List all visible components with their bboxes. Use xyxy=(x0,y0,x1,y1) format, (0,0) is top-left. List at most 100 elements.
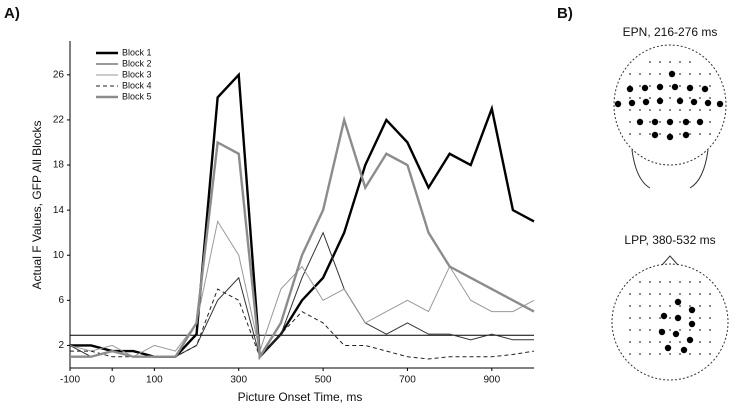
electrode xyxy=(639,133,641,135)
neck xyxy=(631,149,709,189)
electrode xyxy=(688,306,696,314)
electrode xyxy=(659,121,661,123)
y-tick-label: 2 xyxy=(58,340,64,351)
electrode xyxy=(626,85,634,93)
electrode xyxy=(669,281,671,283)
y-axis-label: Actual F Values, GFP All Blocks xyxy=(30,121,44,290)
electrode xyxy=(649,281,651,283)
electrode xyxy=(699,281,701,283)
electrode xyxy=(679,61,681,63)
electrode xyxy=(682,118,690,126)
electrode xyxy=(689,329,691,331)
electrode xyxy=(679,329,681,331)
electrode xyxy=(629,73,631,75)
electrode xyxy=(629,109,631,111)
electrode xyxy=(659,133,661,135)
electrode xyxy=(689,121,691,123)
electrode xyxy=(679,133,681,135)
electrode xyxy=(629,353,631,355)
x-tick-label: 100 xyxy=(146,375,163,386)
electrode xyxy=(649,97,651,99)
electrode xyxy=(696,118,704,126)
electrode xyxy=(709,317,711,319)
electrode xyxy=(639,73,641,75)
electrode xyxy=(689,109,691,111)
electrode xyxy=(709,329,711,331)
electrode xyxy=(614,100,622,108)
electrode xyxy=(709,85,711,87)
legend-label: Block 5 xyxy=(122,91,152,101)
electrode xyxy=(656,97,664,105)
x-tick-label: 700 xyxy=(399,375,416,386)
electrode xyxy=(689,305,691,307)
electrode xyxy=(709,97,711,99)
x-tick-label: 300 xyxy=(230,375,247,386)
electrode xyxy=(674,314,682,322)
electrode xyxy=(629,133,631,135)
electrode xyxy=(669,353,671,355)
electrode xyxy=(639,85,641,87)
electrode xyxy=(709,341,711,343)
y-tick-label: 10 xyxy=(53,250,65,261)
electrode xyxy=(699,293,701,295)
electrode xyxy=(639,109,641,111)
electrode xyxy=(629,317,631,319)
x-axis-label: Picture Onset Time, ms xyxy=(238,390,363,404)
electrode xyxy=(669,317,671,319)
electrode xyxy=(689,133,691,135)
x-tick-label: 900 xyxy=(483,375,500,386)
electrode xyxy=(639,329,641,331)
legend-label: Block 2 xyxy=(122,58,152,68)
electrode xyxy=(659,73,661,75)
electrode xyxy=(629,305,631,307)
electrode xyxy=(699,97,701,99)
map-title: EPN, 216-276 ms xyxy=(623,25,718,39)
electrode xyxy=(690,98,698,106)
x-tick-label: -100 xyxy=(60,375,80,386)
electrode xyxy=(629,97,631,99)
electrode xyxy=(689,73,691,75)
electrode xyxy=(699,341,701,343)
electrode xyxy=(699,109,701,111)
electrode xyxy=(669,329,671,331)
electrode xyxy=(642,98,650,106)
electrode xyxy=(709,305,711,307)
electrode xyxy=(658,328,666,336)
electrode xyxy=(651,118,659,126)
electrode xyxy=(679,73,681,75)
electrode xyxy=(649,329,651,331)
legend-label: Block 3 xyxy=(122,69,152,79)
head-outline xyxy=(611,263,729,381)
electrode xyxy=(664,344,672,352)
panel-label: B) xyxy=(557,5,573,22)
electrode xyxy=(659,109,661,111)
electrode xyxy=(659,281,661,283)
electrode xyxy=(709,353,711,355)
electrode xyxy=(669,109,671,111)
electrode xyxy=(679,353,681,355)
electrode xyxy=(686,336,694,344)
electrode xyxy=(639,281,641,283)
electrode xyxy=(674,298,682,306)
electrode xyxy=(669,97,671,99)
electrode xyxy=(716,100,724,108)
electrode xyxy=(629,121,631,123)
electrode xyxy=(679,341,681,343)
electrode xyxy=(699,353,701,355)
electrode xyxy=(656,83,664,91)
electrode xyxy=(659,341,661,343)
electrode xyxy=(686,84,694,92)
electrode xyxy=(679,109,681,111)
electrode xyxy=(659,293,661,295)
electrode xyxy=(669,293,671,295)
x-tick-label: 500 xyxy=(315,375,332,386)
electrode xyxy=(669,341,671,343)
electrode xyxy=(669,85,671,87)
electrode xyxy=(639,353,641,355)
electrode xyxy=(639,97,641,99)
electrode xyxy=(641,84,649,92)
electrode xyxy=(651,131,659,139)
electrode xyxy=(639,317,641,319)
series-line xyxy=(70,115,535,361)
